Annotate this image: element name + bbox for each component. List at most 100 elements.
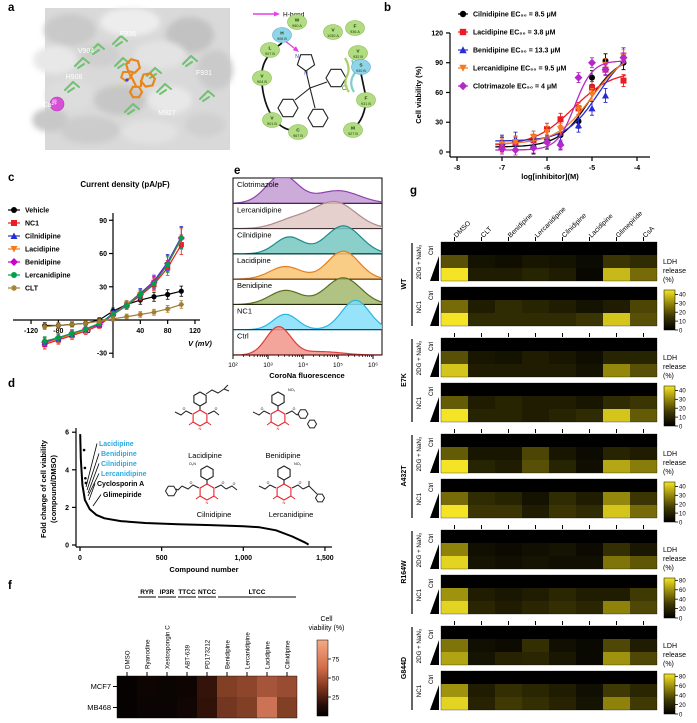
treatment-label: 2DG + NaN₃ [416,340,423,375]
heat-cell [468,556,495,569]
residue-aa: V [260,74,264,80]
colorbar-title: (%) [663,469,674,476]
group-label: RYR [140,589,154,596]
heat-cell [603,351,630,364]
heat-cell [630,255,657,268]
heat-cell [522,556,549,569]
heat-cell [549,697,576,710]
colorbar-tick-label: 10 [679,415,686,421]
heat-cell [603,460,630,473]
colorbar-tick-label: 60 [679,588,686,594]
heat-cell [495,588,522,601]
legend-label: Benidipine EC₅₀ = 13.3 μM [473,48,561,55]
o-label: O [222,481,225,485]
surface-blob [166,17,214,53]
marker-triangle-down [557,126,564,133]
ridge-label: Clotrimazole [237,180,279,189]
colorbar [316,639,329,717]
heat-cell [549,338,576,351]
heat-cell [603,556,630,569]
colorbar-title: (%) [663,373,674,380]
heat-cell [495,268,522,281]
annotation-line [86,453,100,491]
nh-label: N [283,500,286,505]
heat-cell [217,697,237,718]
heat-cell [576,287,603,300]
heat-border [440,382,658,423]
marker-triangle-down [543,129,551,136]
heat-cell [117,676,137,697]
nitro-label: O₂N [189,462,196,466]
legend-label: Clotrimazole EC₅₀ = 4 μM [473,84,557,91]
residue-pos: 960 A [292,24,302,28]
nh-label: N [277,426,280,431]
line [151,309,157,315]
colorbar [663,289,676,331]
marker-diamond [511,146,520,155]
residue-pos: 1030 A [327,34,339,38]
heat-cell [549,242,576,255]
annotation-line [85,443,98,488]
ridge-histogram [233,250,382,280]
ctrl-label: Ctrl [429,483,435,492]
heat-cell [549,601,576,614]
x-tick-label: 0 [78,555,82,562]
annotation-black: Cyclosporin A [97,481,144,488]
residue-stick [159,89,167,95]
colorbar-title: Cell [320,616,333,623]
residue-aa: F [354,24,357,30]
heat-cell [468,575,495,588]
y-axis-title: (compound/DMSO) [49,455,58,523]
heat-cell [576,351,603,364]
heat-cell [576,543,603,556]
panel-label-c: c [8,172,15,184]
residue-pos: 904 B [257,80,267,84]
heat-border [440,241,658,282]
y-tick-label: 60 [435,90,443,97]
legend-label: Lercanidipine [25,273,71,280]
heat-cell [157,676,177,697]
heat-cell [522,601,549,614]
heat-cell [576,364,603,377]
annotation-blue: Lacidipine [99,441,134,448]
heat-cell [495,626,522,639]
o-label: O [299,481,302,485]
heat-cell [549,313,576,326]
dhp-ring [276,483,292,501]
nitro-label: NO₂ [288,388,296,392]
heat-cell [603,268,630,281]
heat-cell [576,460,603,473]
bond [313,490,318,495]
residue-stick [154,67,162,74]
panel-label-d: d [8,378,16,390]
residue-label: M927 [158,110,176,117]
heat-cell [603,639,630,652]
colorbar-title: viability (%) [309,625,345,632]
rank-curve [79,434,310,546]
cinnamate-arm [205,388,225,395]
marker-circle [42,338,48,344]
residue-aa: M [351,126,355,132]
line [42,324,47,329]
treatment-label: 2DG + NaN₃ [416,436,423,471]
heat-cell [522,255,549,268]
heat-cell [441,351,468,364]
heat-cell [495,338,522,351]
phenyl-ring [277,465,291,481]
heat-cell [441,492,468,505]
residue-stick [156,83,166,93]
heat-cell [603,492,630,505]
residue-bubble [345,20,365,36]
heat-cell [630,671,657,684]
heat-cell [441,287,468,300]
panel-b-chart: 0 30 60 90 120 -8 -7 -6 -5 -4 Cell viability (%) lo… [414,10,650,181]
col-label: Ryanodine [145,639,152,669]
heat-cell [576,684,603,697]
y-tick-label: 60 [99,251,107,258]
colorbar-title: (%) [663,565,674,572]
y-tick-label: -30 [97,351,107,358]
heat-cell [468,434,495,447]
ridge-label: Benidipine [237,281,272,290]
line [56,323,61,328]
marker-circle [151,294,157,300]
